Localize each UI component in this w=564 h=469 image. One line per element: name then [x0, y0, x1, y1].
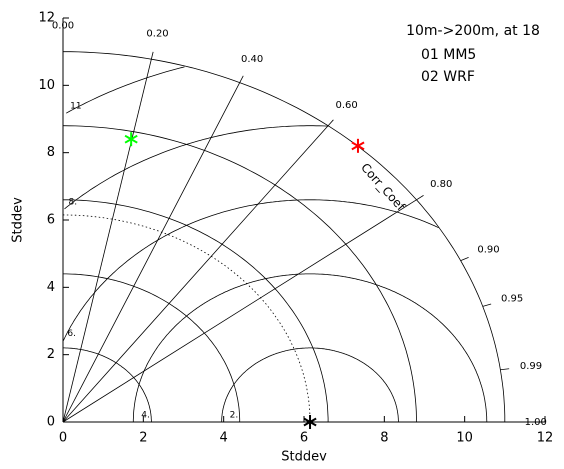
- corr-tick-label: 0.99: [520, 361, 542, 372]
- corr-tick: [460, 256, 469, 261]
- y-tick-label: 12: [38, 11, 55, 26]
- corr-tick-label: 0.90: [477, 244, 499, 255]
- data-point: [351, 138, 365, 153]
- y-tick-label: 10: [38, 78, 55, 93]
- chart-title: 10m->200m, at 18: [406, 23, 540, 39]
- corr-tick: [482, 303, 492, 307]
- stddev-arc: [63, 273, 241, 422]
- corr-tick: [327, 119, 334, 127]
- stddev-arc: [62, 125, 417, 423]
- stddev-arc: [63, 51, 506, 422]
- corr-line: [62, 82, 241, 423]
- y-tick-label: 0: [47, 415, 55, 430]
- data-point: [124, 132, 138, 147]
- x-tick-label: 8: [380, 431, 388, 446]
- corr-tick: [239, 75, 244, 83]
- x-tick-label: 6: [300, 431, 308, 446]
- reference-point: [303, 415, 317, 429]
- y-tick-label: 8: [47, 145, 55, 160]
- corr-tick-label: 0.80: [430, 179, 452, 190]
- corr-tick-label: 0.40: [241, 54, 263, 65]
- rms-label: 6.: [67, 329, 76, 339]
- corr-tick-label: 0.60: [336, 100, 358, 111]
- rms-arc: [132, 273, 488, 422]
- corr-tick: [416, 195, 424, 201]
- legend-label: 01 MM5: [421, 47, 476, 63]
- rms-arc: [221, 347, 399, 422]
- corr-tick-label: 1.00: [525, 417, 547, 428]
- x-axis-label: Stddev: [281, 450, 327, 465]
- x-tick-label: 10: [456, 431, 473, 446]
- star-stroke: [124, 134, 138, 144]
- corr-tick: [500, 368, 510, 371]
- reference-arc: [62, 214, 311, 422]
- x-tick-label: 2: [139, 431, 147, 446]
- x-tick-label: 4: [220, 431, 228, 446]
- x-tick-label: 0: [59, 431, 67, 446]
- corr-axis-label: Corr_Coef: [358, 160, 408, 214]
- corr-line: [62, 125, 329, 423]
- rms-arc: [66, 66, 185, 114]
- star-stroke: [303, 417, 317, 427]
- y-tick-label: 2: [47, 347, 55, 362]
- corr-tick-label: 0.00: [52, 21, 74, 32]
- legend-label: 02 WRF: [421, 69, 475, 85]
- stddev-arc: [63, 199, 329, 422]
- corr-tick-label: 0.20: [146, 29, 168, 40]
- corr-tick: [150, 51, 154, 60]
- rms-label: 4.: [141, 411, 150, 421]
- x-tick-label: 12: [537, 431, 554, 446]
- corr-tick-label: 0.95: [501, 293, 523, 304]
- stddev-arc: [63, 347, 152, 422]
- y-tick-label: 6: [47, 213, 55, 228]
- rms-label: 2.: [230, 411, 239, 421]
- corr-line: [62, 59, 152, 423]
- rms-arc: [64, 125, 329, 210]
- rms-arc: [63, 199, 439, 341]
- corr-line: [62, 199, 417, 423]
- star-stroke: [351, 141, 365, 151]
- rms-label: 11: [70, 102, 81, 112]
- y-tick-label: 4: [47, 280, 55, 295]
- rms-label: 8.: [68, 197, 77, 207]
- y-axis-label: Stddev: [11, 197, 26, 243]
